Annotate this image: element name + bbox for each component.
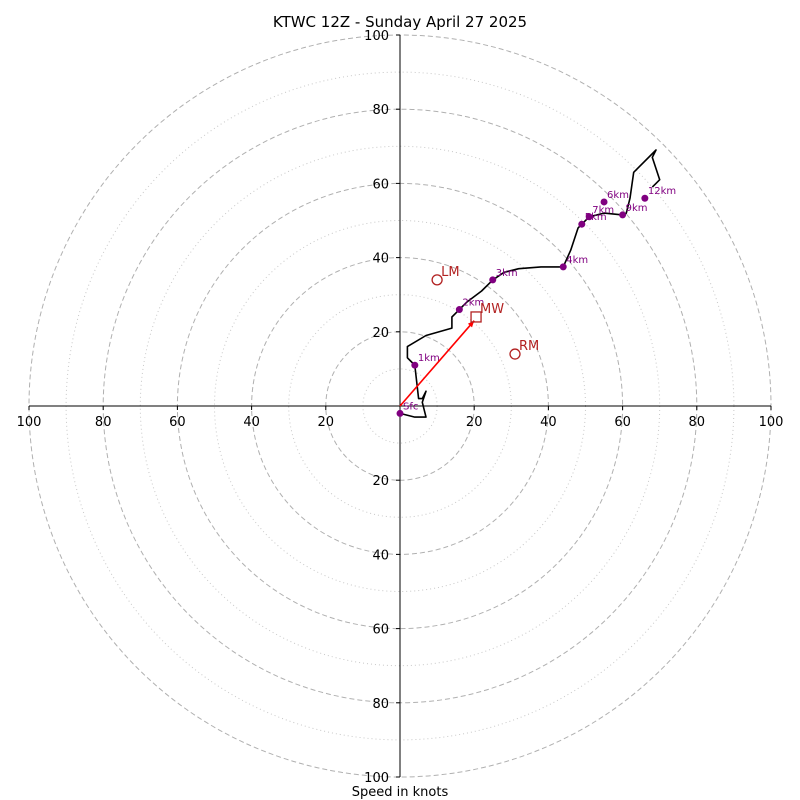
height-point-5km — [578, 220, 586, 228]
x-tick-label: 80 — [95, 415, 112, 430]
x-tick-label: 20 — [318, 415, 335, 430]
y-tick-label: 60 — [372, 623, 389, 638]
storm-motion-label-MW: MW — [480, 302, 504, 317]
y-tick-label: 40 — [372, 252, 389, 267]
x-axis-label: Speed in knots — [352, 785, 449, 800]
storm-motion-markers: LM MW RM — [399, 265, 539, 407]
height-label-6km: 6km — [607, 190, 629, 201]
height-label-9km: 9km — [626, 203, 648, 214]
x-tick-label: 60 — [169, 415, 186, 430]
height-point-4km — [559, 263, 567, 271]
height-point-6km — [600, 198, 608, 206]
x-tick-label: 100 — [759, 415, 784, 430]
tick-labels: 100 80 60 40 20 20 40 60 80 100 100 80 60 40 20 20 40 60 8… — [17, 29, 784, 786]
height-point-12km — [641, 194, 649, 202]
storm-motion-MW — [470, 311, 482, 323]
storm-motion-LM — [431, 274, 443, 286]
height-label-4km: 4km — [566, 255, 588, 266]
height-point-3km — [489, 276, 497, 284]
height-label-2km: 2km — [462, 298, 484, 309]
y-tick-label: 100 — [364, 771, 389, 786]
height-label-12km: 12km — [648, 186, 676, 197]
height-label-1km: 1km — [418, 353, 440, 364]
y-tick-label: 80 — [372, 103, 389, 118]
storm-motion-label-RM: RM — [519, 339, 539, 354]
height-point-9km — [619, 211, 627, 219]
height-point-1km — [411, 361, 419, 369]
y-tick-label: 80 — [372, 697, 389, 712]
height-point-Sfc — [396, 409, 404, 417]
x-tick-label: 40 — [243, 415, 260, 430]
mean-wind-arrow — [399, 320, 475, 407]
y-tick-label: 20 — [372, 326, 389, 341]
storm-motion-RM — [509, 348, 521, 360]
x-tick-label: 60 — [614, 415, 631, 430]
y-tick-label: 60 — [372, 177, 389, 192]
x-tick-label: 40 — [540, 415, 557, 430]
storm-motion-label-LM: LM — [441, 265, 459, 280]
height-label-7km: 7km — [592, 205, 614, 216]
y-tick-label: 20 — [372, 474, 389, 489]
x-tick-label: 80 — [689, 415, 706, 430]
height-label-5km: 5km — [585, 212, 607, 223]
y-tick-label: 100 — [364, 29, 389, 44]
height-point-2km — [455, 306, 463, 314]
height-label-3km: 3km — [496, 268, 518, 279]
height-point-7km — [585, 213, 593, 221]
y-tick-label: 40 — [372, 548, 389, 563]
height-label-Sfc: Sfc — [403, 401, 418, 412]
x-tick-label: 100 — [17, 415, 42, 430]
x-tick-label: 20 — [466, 415, 483, 430]
chart-title: KTWC 12Z - Sunday April 27 2025 — [273, 13, 527, 31]
